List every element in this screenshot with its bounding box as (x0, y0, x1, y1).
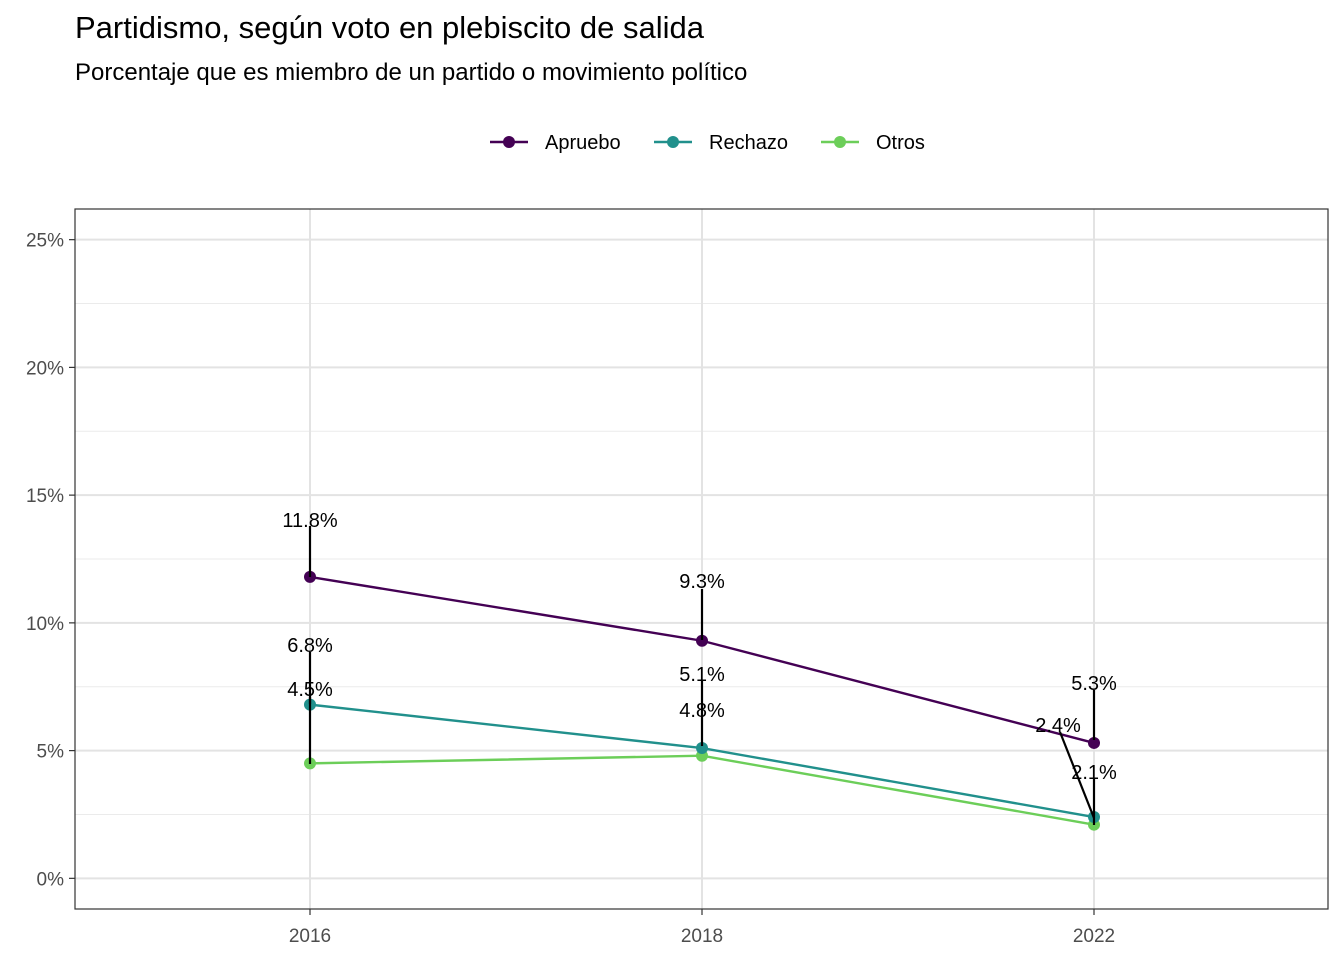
label-leader (1058, 731, 1096, 819)
data-label-apruebo: 5.3% (1071, 673, 1117, 695)
series-layer (304, 570, 1100, 831)
y-tick-label: 15% (26, 486, 64, 507)
data-label-rechazo: 2.4% (1035, 715, 1081, 737)
x-tick-label: 2022 (1073, 926, 1115, 947)
y-tick-label: 25% (26, 231, 64, 252)
data-label-otros: 2.1% (1071, 762, 1117, 784)
legend-label-otros: Otros (876, 132, 925, 154)
x-tick-label: 2018 (681, 926, 723, 947)
data-point-apruebo (696, 634, 708, 647)
y-tick-label: 5% (37, 742, 65, 763)
legend-label-rechazo: Rechazo (709, 132, 788, 154)
data-label-rechazo: 6.8% (287, 635, 333, 657)
data-point-rechazo (696, 742, 708, 755)
data-label-otros: 4.5% (287, 679, 333, 701)
grid (75, 209, 1328, 909)
y-tick-label: 20% (26, 358, 64, 379)
y-tick-label: 10% (26, 614, 64, 635)
legend-dot-apruebo (503, 136, 515, 148)
chart-title: Partidismo, según voto en plebiscito de … (75, 10, 704, 45)
data-label-apruebo: 11.8% (282, 510, 337, 532)
legend: Apruebo Rechazo Otros (490, 132, 925, 154)
x-tick-label: 2016 (289, 926, 331, 947)
legend-dot-rechazo (667, 136, 679, 148)
axes: 0% 5% 10% 15% 20% 25% 2016 2018 2022 (26, 231, 1115, 947)
data-labels: 11.8% 9.3% 5.3% 6.8% 5.1% 2.4% 4.5% 4.8% 2.1% (282, 510, 1117, 825)
data-label-apruebo: 9.3% (679, 571, 725, 593)
legend-dot-otros (834, 136, 846, 148)
legend-label-apruebo: Apruebo (545, 132, 621, 154)
chart-subtitle: Porcentaje que es miembro de un partido … (75, 59, 748, 86)
data-label-rechazo: 5.1% (679, 664, 725, 686)
data-label-otros: 4.8% (679, 700, 725, 722)
data-point-apruebo (1088, 736, 1100, 749)
y-tick-label: 0% (37, 869, 65, 890)
